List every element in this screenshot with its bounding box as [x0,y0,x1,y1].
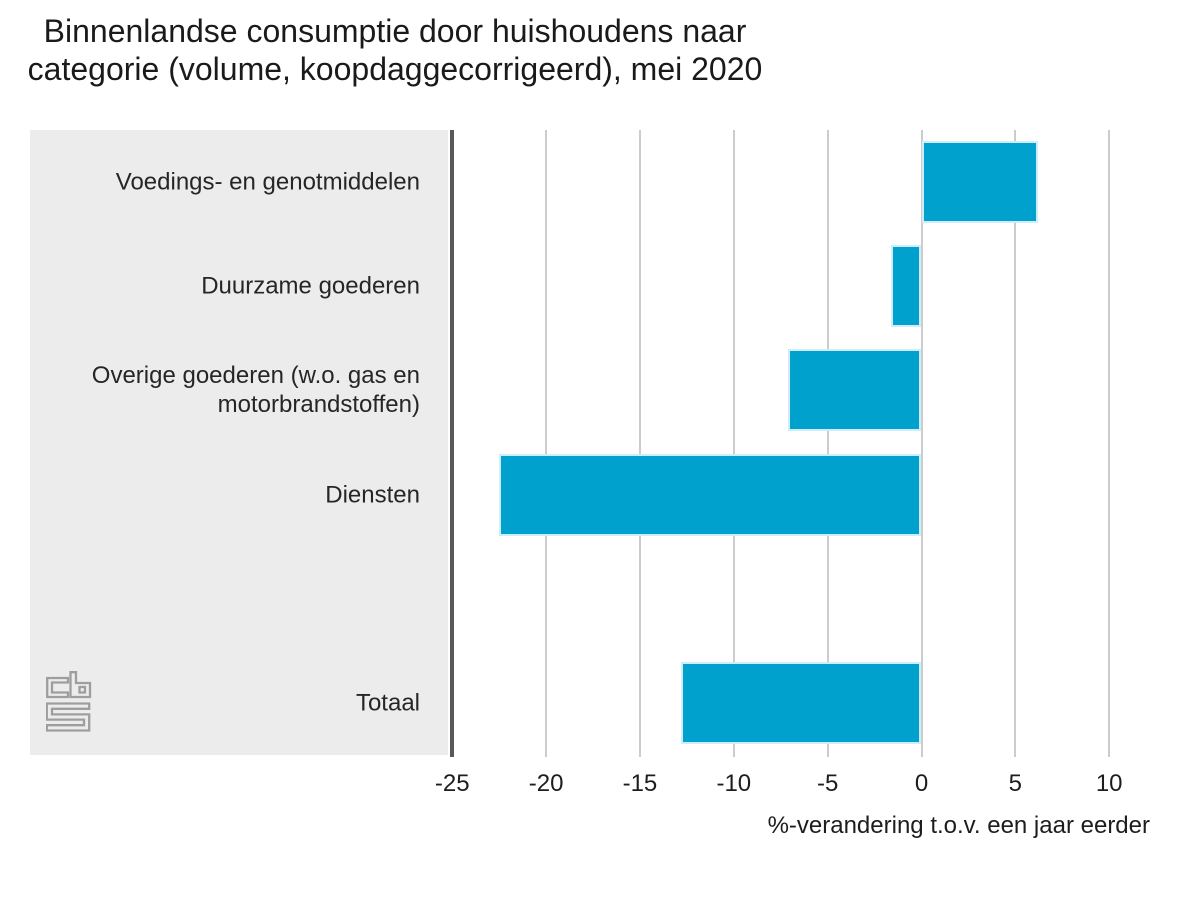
category-label: Diensten [325,481,420,509]
gridline--15 [638,130,641,757]
gridline--20 [545,130,548,757]
cbs-logo-letter-b-counter [78,685,87,694]
x-tick-label--20: -20 [528,770,564,797]
category-label: Overige goederen (w.o. gas en motorbrand… [91,362,420,419]
x-axis-title: %-verandering t.o.v. een jaar eerder [767,812,1150,839]
bar-totaal[interactable] [681,661,922,744]
gridline-10 [1108,130,1111,757]
chart-title-line2: categorie (volume, koopdaggecorrigeerd),… [27,51,763,87]
bar-duurzame[interactable] [891,245,922,328]
category-panel [30,130,448,755]
gridline-0 [920,130,923,757]
x-tick-label-10: 10 [1095,770,1123,797]
cbs-logo-letter-s [46,702,91,732]
x-tick-label-0: 0 [914,770,929,797]
x-tick-label--15: -15 [622,770,658,797]
cbs-logo [46,671,92,732]
gridline--10 [732,130,735,757]
category-label: Duurzame goederen [201,272,420,300]
x-tick-label--10: -10 [716,770,752,797]
category-label: Voedings- en genotmiddelen [115,168,420,196]
x-tick-label--25: -25 [434,770,470,797]
gridline--5 [826,130,829,757]
chart-title: Binnenlandse consumptie door huishoudens… [0,12,790,88]
bar-voedings-[interactable] [921,141,1038,224]
chart-title-line1: Binnenlandse consumptie door huishoudens… [43,13,747,49]
gridline-5 [1014,130,1017,757]
cbs-logo-letter-b [69,671,92,699]
x-tick-label--5: -5 [816,770,839,797]
bar-diensten[interactable] [499,453,922,536]
category-label: Totaal [355,689,420,717]
x-tick-label-5: 5 [1008,770,1023,797]
cbs-logo-letter-c [46,676,70,699]
y-axis-line [449,130,454,757]
bar-overige[interactable] [788,349,922,432]
